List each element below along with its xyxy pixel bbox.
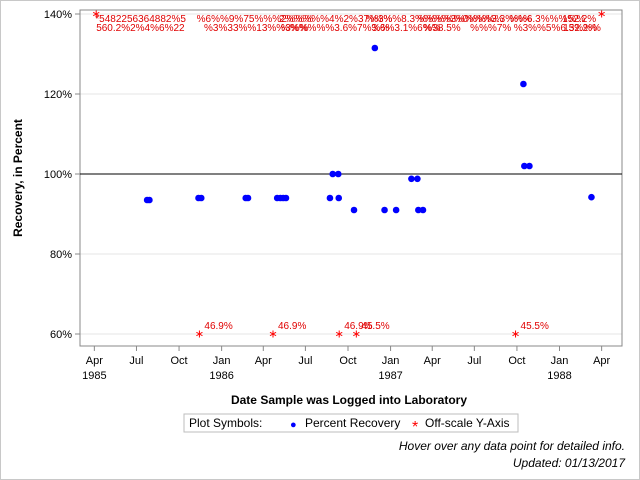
- recovery-point[interactable]: [408, 175, 415, 183]
- offscale-point[interactable]: [512, 330, 519, 338]
- offscale-point[interactable]: [598, 10, 605, 18]
- offscale-overlap-label: 152.2%: [562, 14, 596, 25]
- x-tick-year-label: 1987: [378, 370, 402, 382]
- y-tick-label: 140%: [44, 9, 72, 21]
- legend-title: Plot Symbols:: [189, 416, 262, 430]
- asterisk-stroke: [353, 331, 360, 337]
- y-axis: 60% 80% 100% 120% 140%: [44, 9, 80, 341]
- offscale-overlap-label: %%%%%0%%%%: [418, 14, 504, 25]
- recovery-point[interactable]: [334, 170, 342, 178]
- recovery-point[interactable]: [415, 206, 422, 214]
- legend-symbol-percent-recovery: ●: [290, 419, 297, 431]
- legend-symbol-offscale: *: [412, 419, 418, 436]
- x-tick-year-label: 1986: [209, 370, 233, 382]
- offscale-overlap-label: 3.6%3.1%6%%: [372, 23, 441, 34]
- x-tick-label: Apr: [424, 355, 441, 367]
- asterisk-stroke: [598, 11, 605, 17]
- recovery-point[interactable]: [244, 194, 252, 202]
- asterisk-stroke: [92, 11, 100, 17]
- offscale-overlap-label: %6%%9%75%%%2%%%: [197, 14, 314, 25]
- y-tick-label: 80%: [50, 249, 72, 261]
- recovery-point[interactable]: [588, 193, 595, 201]
- x-tick-label: Jul: [298, 355, 312, 367]
- x-tick-label: Oct: [339, 355, 356, 367]
- recovery-point[interactable]: [329, 170, 337, 178]
- recovery-point[interactable]: [326, 194, 334, 202]
- offscale-point[interactable]: [353, 330, 360, 338]
- y-tick-label: 60%: [50, 329, 72, 341]
- offscale-overlap-label: %3%33%%13%%3%%: [204, 23, 309, 34]
- offscale-overlap-label: *5482256364882%5: [95, 14, 186, 25]
- recovery-point[interactable]: [392, 206, 400, 214]
- x-tick-year-label: 1985: [82, 370, 106, 382]
- offscale-overlap-label: %%%7%: [470, 23, 511, 34]
- x-tick-label: Jul: [467, 355, 481, 367]
- legend-label-offscale: Off-scale Y-Axis: [425, 416, 509, 430]
- recovery-point[interactable]: [197, 194, 205, 202]
- offscale-point[interactable]: [269, 330, 277, 338]
- x-tick-label: Apr: [593, 355, 610, 367]
- recovery-point[interactable]: [350, 206, 358, 214]
- x-tick-label: Oct: [508, 355, 525, 367]
- x-tick-label: Oct: [170, 355, 187, 367]
- plot-area: [79, 9, 623, 347]
- updated-note: Updated: 01/13/2017: [513, 456, 626, 470]
- recovery-point[interactable]: [371, 44, 379, 52]
- offscale-point[interactable]: [335, 330, 343, 338]
- legend-box: [183, 413, 519, 433]
- offscale-overlap-label: 2%%%%%4%2%37%3%: [279, 14, 393, 25]
- recovery-point[interactable]: [521, 162, 528, 170]
- points-layer: 46.9% 46.9% 46.9%45.5% 45.5%: [92, 10, 605, 338]
- offscale-overlap-label: %3%%5%6.3%%%: [514, 23, 601, 34]
- asterisk-stroke: [269, 331, 277, 337]
- offscale-point-label: 46.9%: [278, 321, 306, 332]
- recovery-point[interactable]: [335, 194, 343, 202]
- offscale-point-label: 45.5%: [361, 321, 389, 332]
- recovery-point[interactable]: [282, 194, 290, 202]
- legend: Plot Symbols: ● Percent Recovery * Off-s…: [183, 413, 519, 436]
- x-tick-label: Jan: [382, 355, 400, 367]
- offscale-point[interactable]: [92, 10, 100, 18]
- recovery-point[interactable]: [146, 196, 153, 204]
- hover-note: Hover over any data point for detailed i…: [399, 439, 625, 453]
- x-tick-year-label: 1988: [547, 370, 571, 382]
- recovery-point[interactable]: [414, 175, 421, 183]
- y-axis-title: Recovery, in Percent: [11, 119, 25, 237]
- x-tick-label: Jan: [551, 355, 569, 367]
- legend-label-percent-recovery: Percent Recovery: [305, 416, 400, 430]
- offscale-overlap-label: %38.5%: [423, 23, 460, 34]
- x-tick-label: Jul: [129, 355, 143, 367]
- offscale-overlap-label: %%%%8.3%%%%3%: [366, 14, 466, 25]
- offscale-point-label: 45.5%: [521, 321, 549, 332]
- recovery-point[interactable]: [526, 162, 533, 170]
- offscale-point-label: 46.9%: [204, 321, 232, 332]
- x-axis-title: Date Sample was Logged into Laboratory: [231, 393, 467, 407]
- offscale-overlap-label: 152.2%: [563, 23, 597, 34]
- asterisk-stroke: [335, 331, 343, 337]
- x-axis: Apr 1985 Jul Oct Jan 1986 Apr Jul Oct Jan 1987 Apr J…: [82, 346, 611, 382]
- offscale-overlap-label: %%%3.3%%%: [465, 14, 532, 25]
- offscale-overlap-label: %%6.3%%%%%: [509, 14, 585, 25]
- recovery-point[interactable]: [381, 206, 388, 214]
- y-tick-label: 120%: [44, 89, 72, 101]
- offscale-point-label: 46.9%: [344, 321, 372, 332]
- x-tick-label: Apr: [86, 355, 103, 367]
- offscale-overlap-label: 560.2%2%4%6%22: [96, 23, 185, 34]
- x-tick-label: Jan: [213, 355, 231, 367]
- offscale-point[interactable]: [196, 330, 203, 338]
- recovery-point[interactable]: [419, 206, 427, 214]
- y-tick-label: 100%: [44, 169, 72, 181]
- x-tick-label: Apr: [255, 355, 272, 367]
- offscale-overlap-label: %%%%%%3.6%7%%%: [281, 23, 389, 34]
- asterisk-stroke: [196, 331, 203, 337]
- recovery-point[interactable]: [520, 80, 527, 88]
- asterisk-stroke: [512, 331, 519, 337]
